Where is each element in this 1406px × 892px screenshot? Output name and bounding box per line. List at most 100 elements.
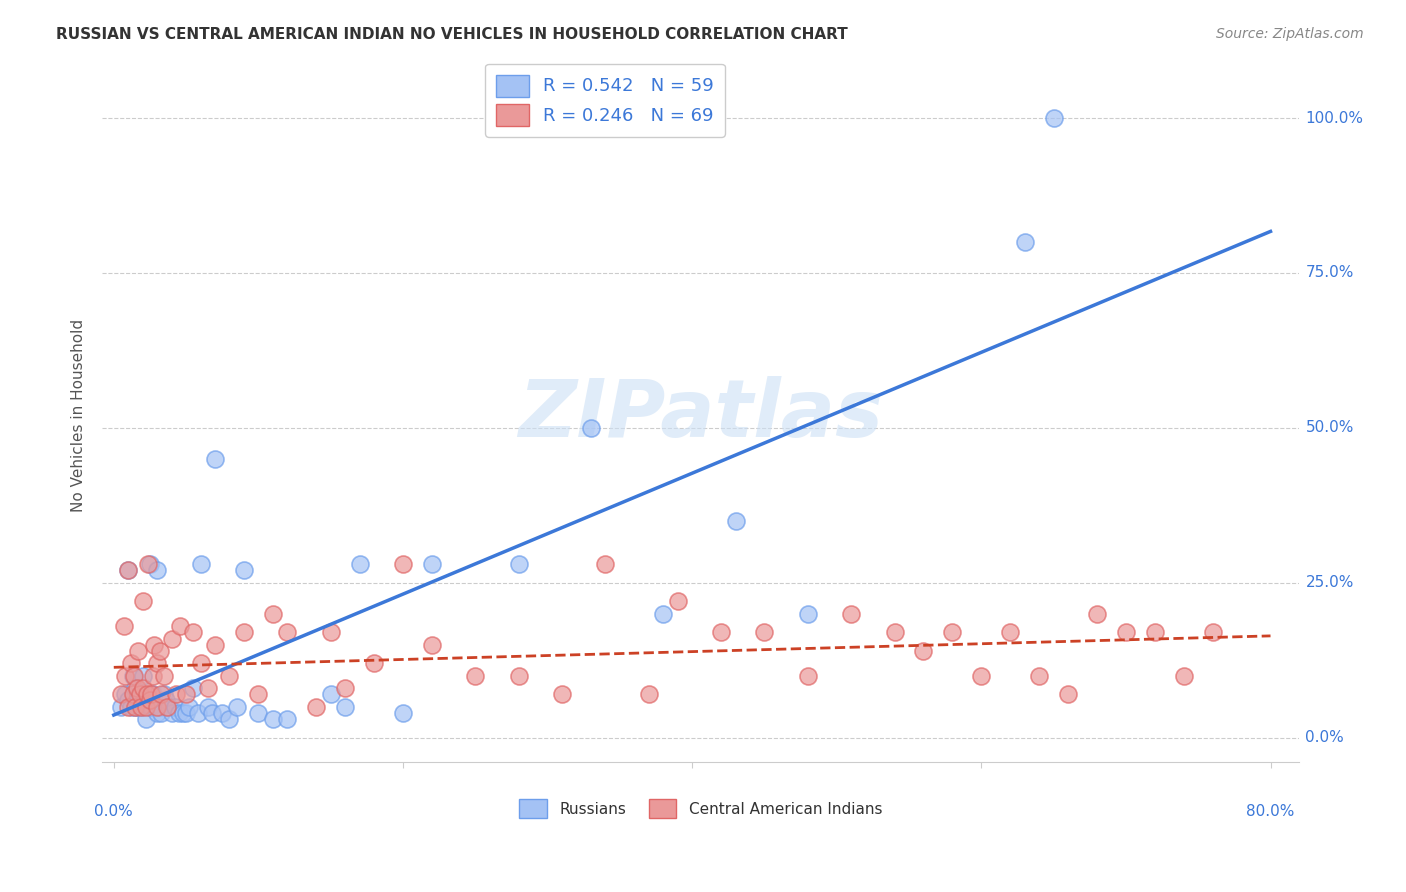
Point [1202,625,1225,640]
Point [174,706,197,720]
Point [1014,235,1036,249]
Point [883,625,905,640]
Point [333,681,356,695]
Point [139,699,162,714]
Point [1143,625,1166,640]
Point [839,607,862,621]
Point [1173,669,1195,683]
Point [652,607,675,621]
Point [181,681,204,695]
Point [125,699,148,714]
Point [912,644,935,658]
Point [637,687,659,701]
Point [157,699,180,714]
Point [262,712,284,726]
Point [201,706,224,720]
Point [127,644,149,658]
Point [163,699,186,714]
Point [135,699,157,714]
Point [349,557,371,571]
Point [177,699,200,714]
Point [551,687,574,701]
Point [595,557,617,571]
Point [120,699,142,714]
Point [970,669,993,683]
Point [333,699,356,714]
Point [146,657,169,671]
Point [710,625,733,640]
Point [121,687,143,701]
Text: ZIPatlas: ZIPatlas [519,376,883,455]
Point [464,669,486,683]
Point [117,699,139,714]
Point [420,557,443,571]
Point [138,557,160,571]
Point [128,687,150,701]
Point [197,681,219,695]
Point [117,693,139,707]
Point [120,657,142,671]
Point [247,706,270,720]
Point [146,706,169,720]
Text: 100.0%: 100.0% [1305,111,1364,126]
Point [1057,687,1080,701]
Point [392,557,415,571]
Legend: Russians, Central American Indians: Russians, Central American Indians [513,793,889,824]
Point [127,693,149,707]
Point [112,619,135,633]
Point [150,687,173,701]
Point [136,687,159,701]
Point [941,625,963,640]
Text: 0.0%: 0.0% [94,804,134,819]
Point [724,514,747,528]
Point [139,693,162,707]
Y-axis label: No Vehicles in Household: No Vehicles in Household [72,319,86,512]
Point [232,625,254,640]
Point [110,687,132,701]
Point [197,699,219,714]
Point [167,706,190,720]
Point [122,669,145,683]
Point [579,421,602,435]
Point [150,706,173,720]
Point [153,669,176,683]
Point [160,706,183,720]
Point [141,699,163,714]
Point [131,594,153,608]
Point [797,607,820,621]
Point [204,451,226,466]
Text: Source: ZipAtlas.com: Source: ZipAtlas.com [1216,27,1364,41]
Point [114,669,136,683]
Point [117,563,139,577]
Point [128,699,150,714]
Point [1042,111,1064,125]
Point [218,669,240,683]
Point [262,607,284,621]
Point [125,681,148,695]
Text: 50.0%: 50.0% [1305,420,1354,435]
Point [211,706,233,720]
Point [232,563,254,577]
Point [169,619,191,633]
Point [363,657,385,671]
Point [754,625,776,640]
Point [160,632,183,646]
Point [117,563,139,577]
Point [146,699,169,714]
Point [392,706,415,720]
Point [110,699,132,714]
Point [135,712,157,726]
Point [142,687,165,701]
Point [319,687,342,701]
Point [146,563,169,577]
Point [276,712,298,726]
Point [305,699,328,714]
Point [141,687,163,701]
Point [143,693,166,707]
Point [129,699,152,714]
Point [666,594,689,608]
Point [225,699,247,714]
Point [204,638,226,652]
Point [319,625,342,640]
Point [1000,625,1022,640]
